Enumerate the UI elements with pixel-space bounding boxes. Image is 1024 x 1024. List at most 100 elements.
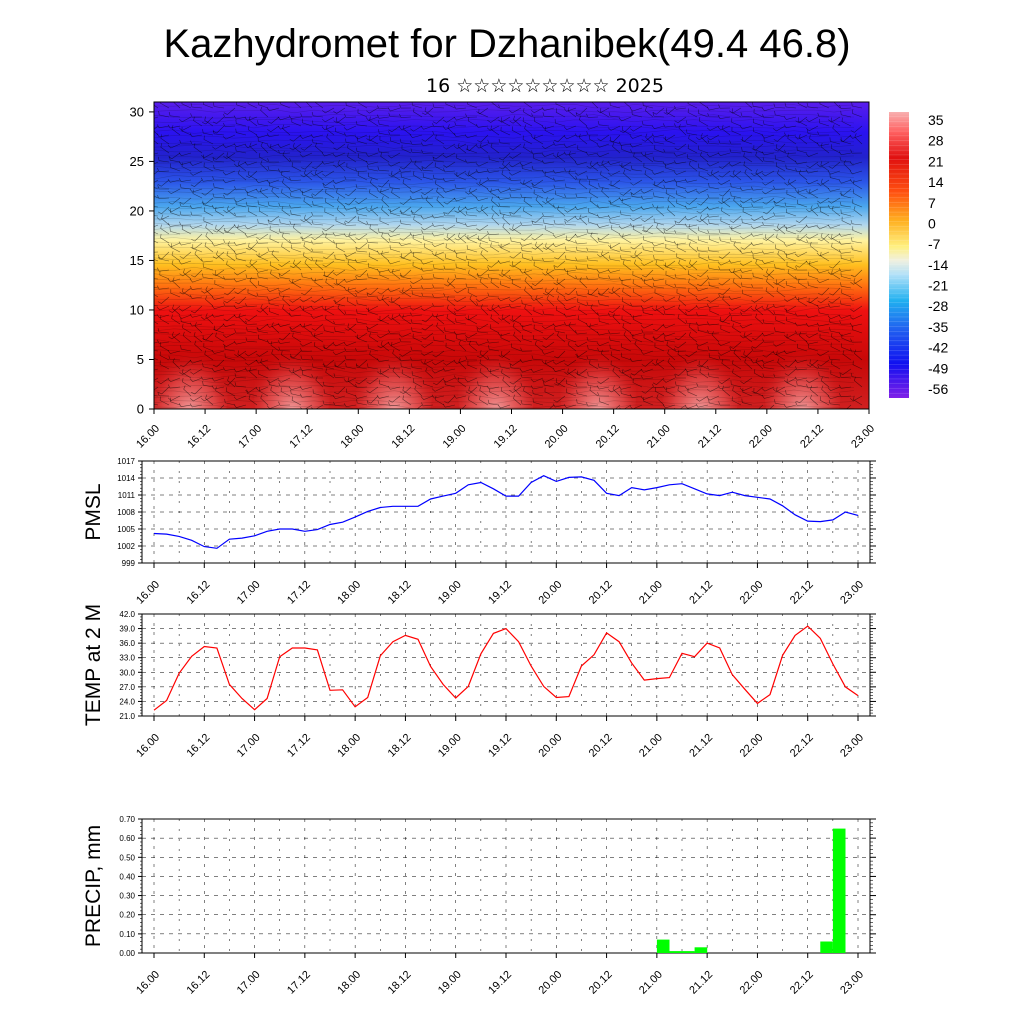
wind-barb [630,251,643,259]
wind-barb [344,176,357,181]
wind-barb [601,250,610,262]
wind-barb [475,197,489,202]
wind-barb [257,327,269,334]
wind-barb [743,350,753,361]
wind-barb [476,179,489,186]
wind-barb [816,278,830,284]
wind-barb [718,229,731,235]
wind-barb [621,352,632,361]
wind-barb [810,394,819,406]
wind-barb [167,143,181,149]
wind-barb [410,158,423,163]
x-tick-label: 20.00 [536,732,564,760]
wind-barb [530,285,544,290]
wind-barb [311,323,324,331]
wind-barb [487,266,500,271]
x-tick-label: 17.00 [236,423,264,451]
wind-barb [519,242,533,247]
wind-barb [436,322,445,334]
wind-barb [445,334,456,343]
wind-barb [234,186,247,191]
wind-barb [212,269,225,277]
wind-barb [762,338,775,343]
wind-barb [267,166,280,172]
wind-barb [531,220,544,226]
temp-panel: 21.024.027.030.033.036.039.042.016.00 16.… [82,604,876,760]
wind-barb [202,200,214,208]
wind-barb [541,143,555,150]
wind-barb [179,197,192,205]
wind-barb [841,289,852,298]
wind-barb [740,203,753,208]
wind-barb [398,332,412,338]
wind-barb [379,369,390,379]
contour-line [154,399,855,405]
wind-barb [233,224,247,228]
wind-barb [762,319,775,325]
wind-barb [465,283,478,289]
wind-barb [502,160,511,172]
wind-barb [608,179,621,187]
wind-barb [541,377,555,383]
wind-barb [838,233,852,237]
wind-barb [346,297,357,307]
wind-barb [545,287,555,298]
wind-barb [772,341,786,347]
wind-barb [332,341,346,347]
wind-barb [553,395,566,403]
wind-barb [828,318,841,325]
wind-barb [554,377,566,386]
wind-barb [707,346,720,352]
wind-barb [827,314,841,320]
wind-barb [447,124,456,136]
wind-barb [279,362,291,370]
wind-barb [354,259,368,264]
wind-barb [596,341,610,347]
wind-barb [479,368,489,379]
wind-barb [810,385,819,397]
x-tick-label: 21.00 [637,732,665,760]
wind-barb [832,124,841,136]
wind-barb [542,257,555,262]
wind-barb [618,385,632,390]
wind-barb [753,108,764,118]
x-tick-label: 19.00 [436,579,464,607]
wind-barb [519,179,533,185]
wind-barb [695,321,709,326]
wind-barb [818,308,830,316]
wind-barb [167,222,181,227]
wind-barb [282,295,291,307]
wind-barb [377,147,390,154]
wind-barb [520,347,533,352]
wind-barb [300,233,313,240]
wind-barb [479,142,489,154]
wind-barb [212,176,225,181]
wind-barb [652,156,665,163]
wind-barb [502,376,511,388]
wind-barb [234,212,247,217]
wind-barb [378,179,390,188]
wind-barb [531,256,544,262]
x-tick-label: 22.00 [738,579,766,607]
wind-barb [500,126,511,136]
wind-barb [688,224,698,235]
wind-barb [194,250,203,262]
wind-barb [718,139,731,145]
wind-barb [796,224,808,233]
wind-barb [154,161,159,165]
wind-barb [608,112,621,118]
wind-barb [563,404,577,408]
wind-barb [596,161,610,167]
wind-barb [357,153,368,163]
wind-barb [343,125,357,131]
wind-barb [435,395,445,406]
wind-barb [181,162,192,172]
x-tick-label: 19.12 [486,579,514,607]
y-tick-label: 0.00 [119,949,135,958]
wind-barb [618,116,632,122]
wind-barb [490,102,500,109]
wind-barb [211,368,225,372]
wind-barb [487,305,500,312]
wind-barb [399,337,412,343]
wind-barb [497,404,511,409]
